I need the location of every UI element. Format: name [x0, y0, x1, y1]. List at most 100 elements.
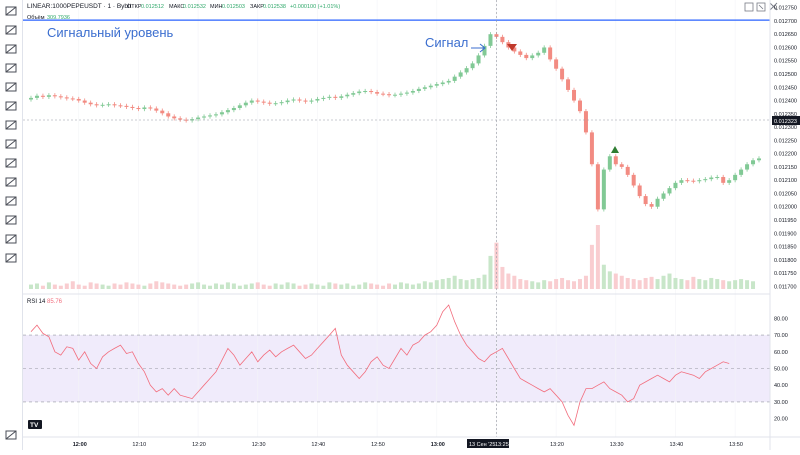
volume-bar: [124, 282, 129, 289]
volume-bar: [70, 281, 75, 289]
candle-body: [154, 108, 159, 111]
candle-body: [219, 112, 224, 115]
volume-bar: [327, 282, 332, 289]
symbol-title: LINEAR:1000PEPEUSDT · 1 · Bybit: [27, 3, 131, 10]
volume-bar: [351, 285, 356, 289]
time-axis[interactable]: 12:0012:1012:2012:3012:4012:5013:0013:10…: [73, 442, 743, 448]
candle-body: [142, 107, 147, 110]
signal-arrow-icon[interactable]: [471, 43, 486, 53]
volume-bar: [249, 283, 254, 289]
lock-icon[interactable]: [3, 213, 19, 227]
volume-bar: [745, 280, 750, 289]
rsi-value: 85.76: [47, 299, 63, 305]
settings-icon[interactable]: [744, 2, 754, 12]
candle-body: [560, 68, 565, 80]
low-value: 0.012503: [222, 4, 245, 10]
volume-bar: [94, 283, 99, 289]
ruler-icon[interactable]: [3, 156, 19, 170]
volume-bar: [446, 277, 451, 289]
price-tick-label: 0.012550: [774, 59, 797, 65]
volume-bar: [482, 274, 487, 289]
price-tick-label: 0.012150: [774, 165, 797, 171]
volume-bar: [607, 271, 612, 289]
emoji-icon[interactable]: [3, 137, 19, 151]
price-axis[interactable]: 0.012750 0.012700 0.012650 0.012600 0.012550…: [774, 6, 797, 291]
crosshair-icon[interactable]: [3, 4, 19, 18]
volume-bar: [357, 284, 362, 289]
maximize-icon[interactable]: [756, 2, 766, 12]
candle-body: [613, 156, 618, 165]
volume-bar: [166, 283, 171, 289]
candle-body: [52, 95, 57, 97]
candle-body: [29, 97, 33, 100]
candle-body: [243, 102, 248, 106]
candle-body: [231, 107, 236, 111]
candle-body: [255, 100, 260, 102]
volume-bar: [542, 280, 547, 289]
magnet-icon[interactable]: [3, 194, 19, 208]
volume-bar: [667, 273, 672, 289]
candle-body: [703, 179, 708, 181]
close-icon[interactable]: [769, 2, 778, 11]
candle-body: [178, 118, 183, 120]
volume-bar: [172, 284, 177, 289]
candle-body: [601, 169, 606, 210]
volume-bar: [500, 266, 505, 289]
time-tick-label: 12:40: [311, 442, 325, 448]
trash-icon[interactable]: [3, 251, 19, 265]
candle-body: [607, 156, 612, 170]
text-icon[interactable]: [3, 118, 19, 132]
chart-svg[interactable]: LINEAR:1000PEPEUSDT · 1 · Bybit ОТКР 0.0…: [23, 0, 800, 450]
volume-bar: [560, 277, 565, 289]
layers-icon[interactable]: [3, 428, 19, 442]
volume-bar: [566, 280, 571, 289]
candle-body: [393, 94, 397, 96]
chart-area[interactable]: LINEAR:1000PEPEUSDT · 1 · Bybit ОТКР 0.0…: [23, 0, 800, 450]
zoom-icon[interactable]: [3, 175, 19, 189]
candle-body: [715, 176, 720, 178]
volume-bar: [661, 275, 666, 289]
volume-bar: [231, 283, 236, 289]
price-tick-label: 0.011850: [774, 245, 797, 251]
volume-bar: [225, 282, 230, 289]
candle-body: [589, 132, 594, 165]
candle-body: [494, 34, 499, 37]
volume-bar: [375, 284, 380, 289]
candle-body: [673, 182, 678, 189]
buy-marker-icon: [611, 146, 619, 153]
brush-icon[interactable]: [3, 99, 19, 113]
volume-bar: [219, 284, 224, 289]
price-tick-label: 0.012200: [774, 152, 797, 158]
time-tick-label: 12:10: [132, 442, 146, 448]
price-tick-label: 0.012500: [774, 72, 797, 78]
eye-icon[interactable]: [3, 232, 19, 246]
high-value: 0.012532: [183, 4, 206, 10]
pattern-icon[interactable]: [3, 61, 19, 75]
trend-line-icon[interactable]: [3, 23, 19, 37]
candles: [29, 32, 761, 212]
rsi-axis[interactable]: 80.00 70.00 60.00 50.00 40.00 30.00 20.00: [774, 316, 788, 422]
price-tick-label: 0.011750: [774, 271, 797, 277]
volume-bar: [697, 279, 702, 289]
volume-bar: [363, 282, 368, 289]
candle-body: [733, 174, 738, 181]
candle-body: [739, 169, 744, 175]
volume-bar: [524, 280, 529, 289]
measure-icon[interactable]: [3, 80, 19, 94]
close-value: 0.012538: [263, 4, 286, 10]
volume-bar: [29, 284, 33, 289]
volume-bar: [52, 284, 57, 289]
signal-level-annotation[interactable]: Сигнальный уровень: [47, 25, 174, 40]
cursor-time-tag: 13 Сен '25 13:25: [467, 439, 509, 448]
candle-body: [136, 107, 141, 110]
candle-body: [160, 110, 165, 114]
signal-annotation[interactable]: Сигнал: [425, 35, 468, 50]
volume-bar: [208, 285, 213, 289]
candle-body: [273, 103, 278, 105]
fib-icon[interactable]: [3, 42, 19, 56]
volume-bar: [619, 275, 624, 289]
volume-bar: [279, 284, 284, 289]
candle-body: [124, 105, 129, 107]
candle-body: [691, 180, 696, 182]
candle-body: [500, 36, 505, 43]
